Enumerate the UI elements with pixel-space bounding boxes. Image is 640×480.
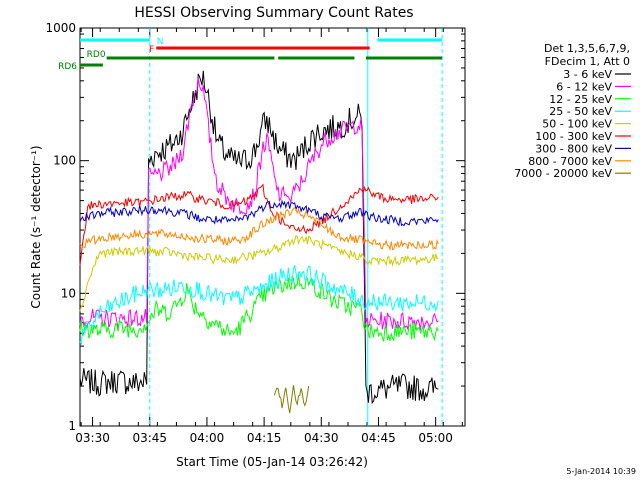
x-tick-label: 04:15 (247, 431, 282, 445)
series-layer (79, 70, 439, 414)
series-line (79, 77, 439, 331)
flag-label: RD0 (87, 50, 106, 60)
legend-label: 800 - 7000 keV (528, 155, 612, 168)
legend-label: 300 - 800 keV (535, 142, 612, 155)
x-tick-label: 03:45 (132, 431, 167, 445)
flag-label: RD6 (58, 62, 77, 72)
flag-label: F (149, 45, 154, 55)
attenuator-flags: NF RD0 RD6 (58, 37, 443, 72)
series-line (79, 265, 439, 345)
legend-header: Det 1,3,5,6,7,9, (544, 42, 630, 55)
legend-label: 7000 - 20000 keV (514, 167, 612, 180)
legend-label: 50 - 100 keV (542, 118, 612, 131)
series-line (79, 207, 439, 252)
y-axis-label: Count Rate (s⁻¹ detector⁻¹) (29, 145, 43, 308)
y-tick-label: 100 (53, 154, 76, 168)
legend-header: FDecim 1, Att 0 (545, 55, 630, 68)
x-tick-label: 03:30 (75, 431, 110, 445)
timestamp: 5-Jan-2014 10:39 (566, 467, 636, 476)
x-tick-label: 04:30 (304, 431, 339, 445)
legend-label: 25 - 50 keV (549, 105, 612, 118)
time-markers (149, 28, 443, 426)
series-line (79, 70, 439, 405)
legend: Det 1,3,5,6,7,9,FDecim 1, Att 03 - 6 keV… (514, 42, 631, 180)
y-tick-label: 10 (61, 286, 76, 300)
series-line (79, 273, 439, 342)
y-tick-label: 1000 (45, 21, 76, 35)
y-tick-label: 1 (68, 419, 76, 433)
legend-label: 3 - 6 keV (563, 68, 612, 81)
series-line (273, 385, 310, 414)
legend-label: 12 - 25 keV (549, 93, 612, 106)
series-line (79, 199, 439, 227)
series-line (79, 234, 439, 312)
flag-label: N (157, 37, 164, 47)
x-tick-label: 05:00 (418, 431, 453, 445)
legend-label: 100 - 300 keV (535, 130, 612, 143)
x-tick-label: 04:45 (361, 431, 396, 445)
y-axis: 1 10 100 1000 (45, 21, 465, 433)
x-axis-label: Start Time (05-Jan-14 03:26:42) (176, 455, 368, 469)
x-tick-label: 04:00 (190, 431, 225, 445)
plot-frame (79, 27, 466, 427)
chart-title: HESSI Observing Summary Count Rates (134, 5, 413, 21)
legend-label: 6 - 12 keV (556, 80, 612, 93)
x-axis: 03:30 03:45 04:00 04:15 04:30 04:45 05:00 (75, 28, 463, 445)
